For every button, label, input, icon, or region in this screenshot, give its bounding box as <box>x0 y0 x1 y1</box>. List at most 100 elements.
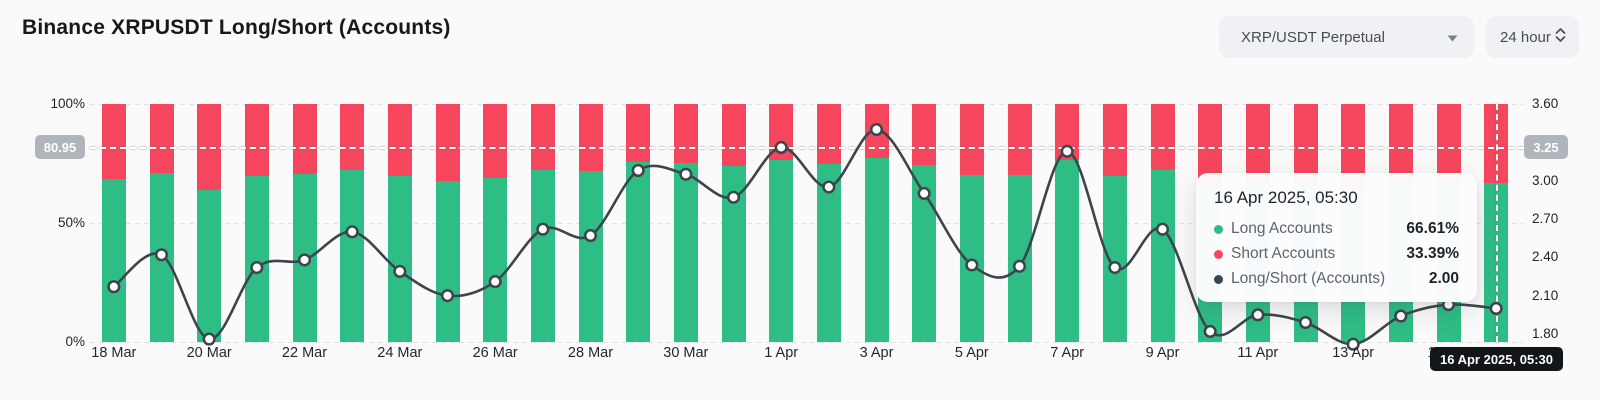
ratio-point[interactable] <box>822 180 836 194</box>
bar-column[interactable] <box>721 104 746 342</box>
pair-select[interactable]: XRP/USDT Perpetual <box>1219 16 1474 58</box>
interval-select[interactable]: 24 hour <box>1486 16 1579 58</box>
long-accounts-segment[interactable] <box>197 190 222 342</box>
ratio-point[interactable] <box>440 289 455 303</box>
bar-column[interactable] <box>1150 104 1175 342</box>
bar-column[interactable] <box>673 104 698 342</box>
bar-column[interactable] <box>435 104 460 342</box>
short-accounts-segment[interactable] <box>530 104 555 170</box>
short-accounts-segment[interactable] <box>626 104 651 163</box>
long-accounts-segment[interactable] <box>483 178 508 342</box>
long-accounts-segment[interactable] <box>816 164 841 342</box>
bar-column[interactable] <box>816 104 841 342</box>
ratio-point[interactable] <box>679 167 693 181</box>
long-accounts-segment[interactable] <box>673 162 698 342</box>
short-accounts-segment[interactable] <box>435 104 460 181</box>
short-accounts-segment[interactable] <box>244 104 269 176</box>
ratio-point[interactable] <box>1155 222 1170 236</box>
long-accounts-segment[interactable] <box>244 175 269 342</box>
ratio-point[interactable] <box>297 253 312 267</box>
ratio-point[interactable] <box>1489 301 1503 315</box>
bar-column[interactable] <box>101 104 126 342</box>
ratio-point[interactable] <box>965 258 979 272</box>
x-axis-tick-label: 5 Apr <box>954 345 989 361</box>
short-accounts-segment[interactable] <box>387 104 412 177</box>
bar-column[interactable] <box>1007 104 1032 342</box>
short-accounts-segment[interactable] <box>912 104 937 166</box>
long-accounts-segment[interactable] <box>340 170 365 342</box>
short-accounts-segment[interactable] <box>483 104 508 179</box>
long-accounts-segment[interactable] <box>387 176 412 342</box>
ratio-point[interactable] <box>250 261 264 275</box>
long-accounts-segment[interactable] <box>1150 169 1175 342</box>
long-accounts-segment[interactable] <box>769 159 794 342</box>
short-accounts-segment[interactable] <box>340 104 365 171</box>
x-axis-tick-label: 24 Mar <box>377 345 423 361</box>
chart-tooltip: 16 Apr 2025, 05:30 Long Accounts 66.61% … <box>1196 173 1477 302</box>
ratio-point[interactable] <box>107 280 121 294</box>
short-accounts-segment[interactable] <box>149 104 174 174</box>
ratio-point[interactable] <box>536 222 550 236</box>
long-accounts-segment[interactable] <box>1055 159 1080 342</box>
ratio-point[interactable] <box>631 163 645 177</box>
y-axis-right-tick: 3.00 <box>1532 172 1559 188</box>
ratio-point[interactable] <box>726 190 741 204</box>
short-accounts-segment[interactable] <box>578 104 603 171</box>
bar-column[interactable] <box>149 104 174 342</box>
ratio-point[interactable] <box>1108 261 1122 275</box>
long-accounts-segment[interactable] <box>101 178 126 342</box>
short-accounts-segment[interactable] <box>721 104 746 166</box>
ratio-point[interactable] <box>154 248 169 262</box>
short-accounts-segment[interactable] <box>1436 104 1461 183</box>
bar-column[interactable] <box>1102 104 1127 342</box>
bar-column[interactable] <box>626 104 651 342</box>
short-accounts-segment[interactable] <box>959 104 984 176</box>
short-accounts-segment[interactable] <box>673 104 698 163</box>
bar-column[interactable] <box>1055 104 1080 342</box>
long-accounts-segment[interactable] <box>864 158 889 342</box>
ratio-point[interactable] <box>1012 259 1027 273</box>
page-title: Binance XRPUSDT Long/Short (Accounts) <box>22 16 451 39</box>
bar-column[interactable] <box>578 104 603 342</box>
short-accounts-segment[interactable] <box>816 104 841 165</box>
gridline <box>90 104 1524 105</box>
long-accounts-segment[interactable] <box>530 169 555 342</box>
bar-column[interactable] <box>340 104 365 342</box>
ratio-point[interactable] <box>583 229 598 243</box>
short-accounts-segment[interactable] <box>101 104 126 179</box>
ratio-point[interactable] <box>1060 144 1074 158</box>
short-accounts-segment[interactable] <box>1102 104 1127 176</box>
short-accounts-segment[interactable] <box>1150 104 1175 170</box>
short-accounts-segment[interactable] <box>1007 104 1032 176</box>
short-accounts-segment[interactable] <box>292 104 317 175</box>
bar-column[interactable] <box>483 104 508 342</box>
long-accounts-segment[interactable] <box>1007 175 1032 342</box>
ratio-point[interactable] <box>202 332 216 346</box>
ratio-point[interactable] <box>488 275 502 289</box>
tooltip-value: 66.61% <box>1406 220 1459 237</box>
bar-column[interactable] <box>387 104 412 342</box>
ratio-point[interactable] <box>1346 337 1360 351</box>
x-axis-tick-label: 9 Apr <box>1145 345 1180 361</box>
long-accounts-segment[interactable] <box>435 180 460 342</box>
short-accounts-segment[interactable] <box>1293 104 1318 187</box>
long-accounts-segment[interactable] <box>626 162 651 342</box>
ratio-point[interactable] <box>345 225 359 239</box>
bar-column[interactable] <box>530 104 555 342</box>
long-accounts-segment[interactable] <box>1102 175 1127 342</box>
y-axis-right-tick: 2.40 <box>1532 249 1559 265</box>
ratio-point[interactable] <box>393 264 407 278</box>
ratio-point[interactable] <box>774 140 788 154</box>
x-axis-tick-label: 7 Apr <box>1050 345 1085 361</box>
ratio-point[interactable] <box>1203 324 1217 338</box>
y-axis-left-tick: 100% <box>50 96 85 111</box>
bar-column[interactable] <box>244 104 269 342</box>
ratio-point[interactable] <box>917 186 931 200</box>
ratio-point[interactable] <box>1251 308 1265 322</box>
ratio-point[interactable] <box>1394 309 1408 323</box>
ratio-point[interactable] <box>869 123 884 137</box>
short-accounts-segment[interactable] <box>1388 104 1413 185</box>
short-accounts-segment[interactable] <box>1245 104 1270 185</box>
long-accounts-segment[interactable] <box>578 170 603 342</box>
ratio-point[interactable] <box>1298 315 1313 330</box>
